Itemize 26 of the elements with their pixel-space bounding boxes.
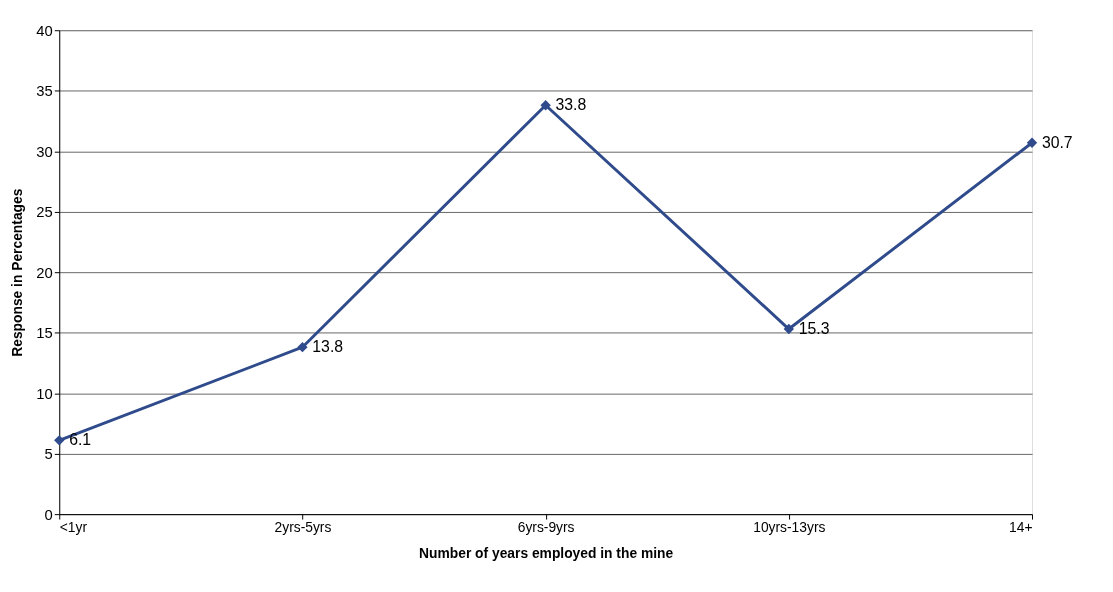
x-tick-label: 6yrs-9yrs	[517, 519, 575, 536]
point	[783, 323, 795, 335]
y-tick-label: 25	[36, 204, 53, 221]
x-tick-label: 10yrs-13yrs	[753, 519, 826, 536]
data-label: 30.7	[1041, 133, 1073, 151]
point	[297, 342, 308, 353]
x-tick-label: 2yrs-5yrs	[274, 519, 332, 536]
y-tick-label: 20	[36, 264, 53, 281]
data-label: 13.8	[312, 338, 344, 356]
y-tick-label: 0	[44, 506, 53, 523]
y-tick-label: 10	[36, 385, 53, 402]
x-axis-title: Number of years employed in the mine	[419, 545, 674, 562]
y-tick-label: 5	[44, 446, 53, 463]
y-tick-label: 40	[36, 22, 53, 39]
y-tick-label: 30	[36, 143, 53, 160]
data-label: 15.3	[798, 319, 830, 337]
point	[1026, 137, 1038, 148]
point	[540, 100, 551, 111]
y-tick-label: 15	[36, 325, 53, 342]
point	[54, 435, 65, 446]
y-tick-label: 35	[36, 83, 53, 100]
data-label: 33.8	[555, 96, 587, 114]
x-tick-label: 14+	[1009, 519, 1033, 536]
y-axis-title: Response in Percentages	[8, 188, 25, 357]
x-tick-label: <1yr	[59, 519, 88, 536]
data-label: 6.1	[69, 431, 92, 449]
